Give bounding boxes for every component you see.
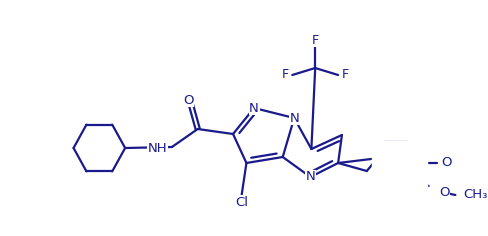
Text: O: O xyxy=(441,156,451,169)
Text: O: O xyxy=(439,185,449,198)
Polygon shape xyxy=(371,141,427,214)
Text: F: F xyxy=(342,68,349,81)
Text: O: O xyxy=(183,93,193,106)
Text: N: N xyxy=(305,170,315,184)
Text: CH₃: CH₃ xyxy=(463,189,488,202)
Text: F: F xyxy=(312,34,319,46)
Text: NH: NH xyxy=(147,143,167,156)
Text: Cl: Cl xyxy=(235,195,248,208)
Text: N: N xyxy=(249,101,259,114)
Text: N: N xyxy=(289,111,299,125)
Text: F: F xyxy=(282,68,288,81)
